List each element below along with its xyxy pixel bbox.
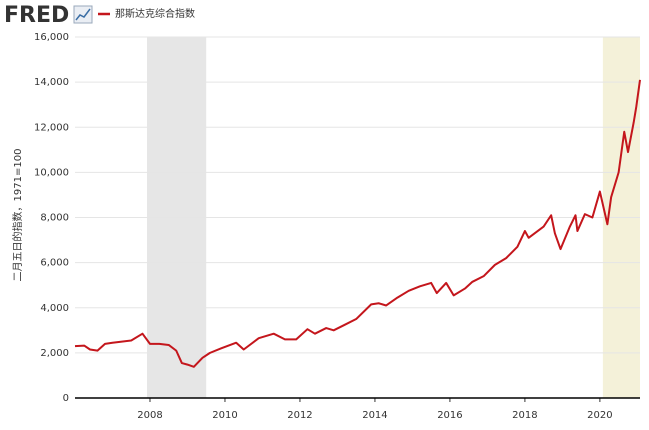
x-tick-label: 2014 xyxy=(362,410,387,421)
x-tick-label: 2018 xyxy=(512,410,537,421)
x-tick-label: 2010 xyxy=(212,410,237,421)
logo: FRED xyxy=(4,3,69,28)
y-tick-label: 16,000 xyxy=(34,32,69,43)
x-tick-label: 2016 xyxy=(437,410,462,421)
y-tick-label: 12,000 xyxy=(34,122,69,133)
x-tick-label: 2008 xyxy=(137,410,162,421)
y-tick-label: 14,000 xyxy=(34,77,69,88)
x-tick-label: 2020 xyxy=(587,410,612,421)
y-tick-label: 8,000 xyxy=(40,213,69,224)
logo-icon xyxy=(73,5,93,24)
y-tick-label: 10,000 xyxy=(34,167,69,178)
y-tick-label: 2,000 xyxy=(40,348,69,359)
y-tick-label: 0 xyxy=(63,393,69,404)
legend-label: 那斯达克综合指数 xyxy=(115,7,195,20)
y-tick-label: 4,000 xyxy=(40,303,69,314)
x-tick-label: 2012 xyxy=(287,410,312,421)
data-line xyxy=(74,79,641,368)
y-tick-label: 6,000 xyxy=(40,258,69,269)
y-axis-label: 二月五日的指数，1971=100 xyxy=(11,149,24,282)
